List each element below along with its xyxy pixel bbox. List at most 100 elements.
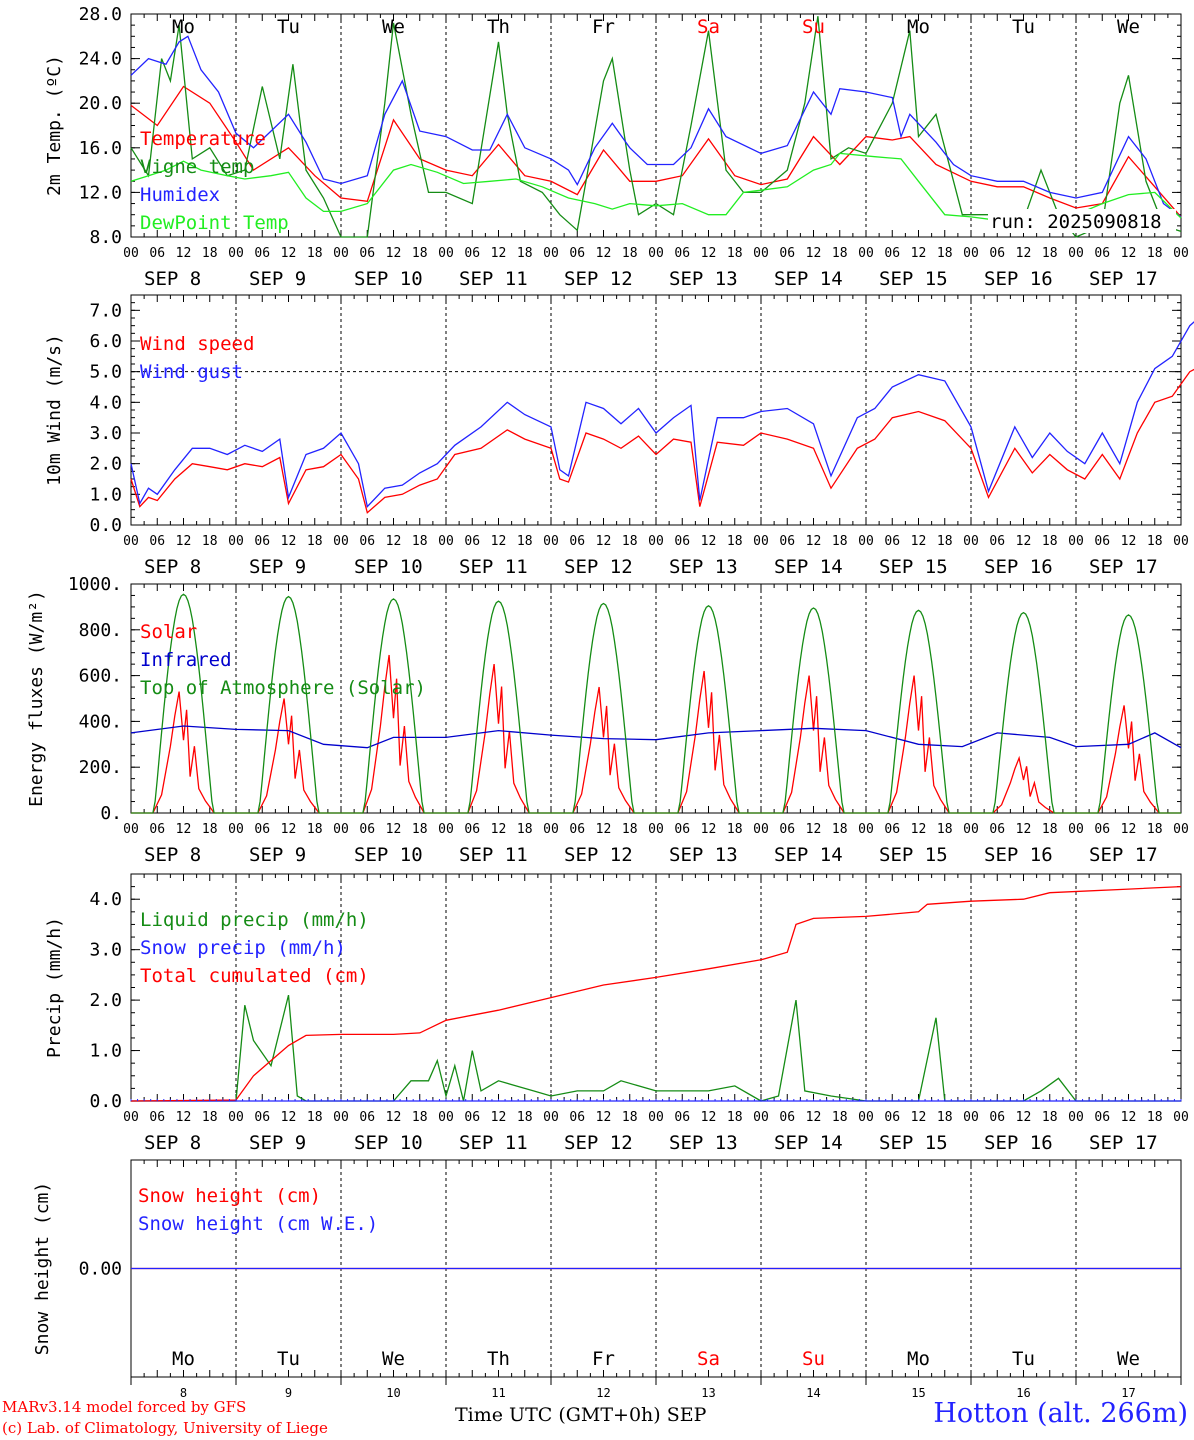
hour-label: 06 <box>464 534 480 549</box>
day-label: SEP 17 <box>1089 268 1158 290</box>
day-label: SEP 8 <box>144 1132 201 1154</box>
hour-label: 12 <box>1121 1110 1137 1125</box>
day-label: SEP 10 <box>354 556 423 578</box>
hour-label: 00 <box>123 1110 139 1125</box>
y-tick-label: 600. <box>79 666 122 687</box>
day-number: 17 <box>1121 1386 1135 1400</box>
hour-label: 06 <box>464 246 480 261</box>
hour-label: 06 <box>674 822 690 837</box>
y-tick-label: 0.00 <box>79 1259 122 1280</box>
y-tick-label: 3.0 <box>89 423 122 444</box>
day-label: SEP 9 <box>249 268 306 290</box>
hour-label: 00 <box>438 246 454 261</box>
day-label: SEP 16 <box>984 844 1053 866</box>
y-axis-label: 10m Wind (m/s) <box>44 334 65 486</box>
hour-label: 18 <box>832 246 848 261</box>
y-tick-label: 0.0 <box>89 1091 122 1112</box>
legend-label: Top of Atmosphere (Solar) <box>140 677 426 699</box>
run-label: run: 2025090818 <box>990 211 1162 233</box>
hour-label: 00 <box>858 822 874 837</box>
hour-label: 06 <box>254 246 270 261</box>
hour-label: 18 <box>412 1110 428 1125</box>
hour-label: 00 <box>1173 534 1189 549</box>
hour-label: 06 <box>254 1110 270 1125</box>
hour-label: 06 <box>149 246 165 261</box>
day-label: SEP 10 <box>354 844 423 866</box>
hour-label: 00 <box>1068 1110 1084 1125</box>
hour-label: 06 <box>884 246 900 261</box>
legend-label: Temperature <box>140 128 266 150</box>
y-tick-label: 28.0 <box>79 4 122 25</box>
y-tick-label: 6.0 <box>89 331 122 352</box>
hour-label: 18 <box>307 534 323 549</box>
hour-label: 00 <box>333 1110 349 1125</box>
legend-label: Humidex <box>140 184 220 206</box>
hour-label: 06 <box>674 534 690 549</box>
day-label: SEP 17 <box>1089 844 1158 866</box>
hour-label: 00 <box>858 534 874 549</box>
y-tick-label: 2.0 <box>89 990 122 1011</box>
day-label: SEP 10 <box>354 268 423 290</box>
y-tick-label: 5.0 <box>89 362 122 383</box>
weekday-label-bottom: We <box>1117 1348 1140 1370</box>
day-number: 12 <box>596 1386 610 1400</box>
day-label: SEP 12 <box>564 1132 633 1154</box>
series-line <box>130 885 1182 1102</box>
hour-label: 12 <box>386 1110 402 1125</box>
y-tick-label: 0. <box>100 803 122 824</box>
day-label: SEP 13 <box>669 268 738 290</box>
hour-label: 00 <box>543 1110 559 1125</box>
hour-label: 06 <box>674 1110 690 1125</box>
legend-label: Total cumulated (cm) <box>140 965 369 987</box>
y-axis-label: Precip (mm/h) <box>44 917 65 1058</box>
day-number: 15 <box>911 1386 925 1400</box>
hour-label: 12 <box>596 246 612 261</box>
weekday-label: Fr <box>592 16 615 38</box>
y-tick-label: 0.0 <box>89 515 122 536</box>
series-line <box>130 368 1194 514</box>
hour-label: 06 <box>1094 822 1110 837</box>
hour-label: 06 <box>149 822 165 837</box>
hour-label: 00 <box>753 822 769 837</box>
weekday-label-bottom: Fr <box>592 1348 615 1370</box>
y-tick-label: 4.0 <box>89 889 122 910</box>
y-tick-label: 200. <box>79 757 122 778</box>
hour-label: 06 <box>989 246 1005 261</box>
weekday-label-bottom: Su <box>802 1348 825 1370</box>
hour-label: 18 <box>937 534 953 549</box>
weekday-label: Tu <box>1012 16 1035 38</box>
hour-label: 12 <box>911 822 927 837</box>
hour-label: 06 <box>674 246 690 261</box>
y-tick-label: 3.0 <box>89 940 122 961</box>
day-label: SEP 8 <box>144 268 201 290</box>
hour-label: 00 <box>543 534 559 549</box>
hour-label: 12 <box>1121 246 1137 261</box>
hour-label: 06 <box>779 1110 795 1125</box>
hour-label: 06 <box>149 1110 165 1125</box>
hour-label: 18 <box>1042 246 1058 261</box>
hour-label: 18 <box>307 246 323 261</box>
hour-label: 18 <box>517 1110 533 1125</box>
hour-label: 00 <box>123 246 139 261</box>
y-tick-label: 400. <box>79 711 122 732</box>
y-tick-label: 800. <box>79 620 122 641</box>
hour-label: 18 <box>412 246 428 261</box>
hour-label: 00 <box>228 1110 244 1125</box>
day-label: SEP 16 <box>984 1132 1053 1154</box>
hour-label: 00 <box>1173 1110 1189 1125</box>
hour-label: 18 <box>202 822 218 837</box>
hour-label: 12 <box>1016 246 1032 261</box>
hour-label: 18 <box>1147 1110 1163 1125</box>
hour-label: 18 <box>622 822 638 837</box>
weekday-label: We <box>1117 16 1140 38</box>
day-label: SEP 14 <box>774 268 843 290</box>
day-number: 9 <box>285 1386 292 1400</box>
hour-label: 06 <box>464 822 480 837</box>
model-credit: MARv3.14 model forced by GFS <box>2 1398 247 1416</box>
y-tick-label: 16.0 <box>79 138 122 159</box>
run-label-bg <box>988 209 1176 233</box>
weekday-label: Su <box>802 16 825 38</box>
hour-label: 06 <box>359 822 375 837</box>
day-number: 11 <box>491 1386 505 1400</box>
y-axis-label: Energy fluxes (W/m²) <box>26 590 47 807</box>
